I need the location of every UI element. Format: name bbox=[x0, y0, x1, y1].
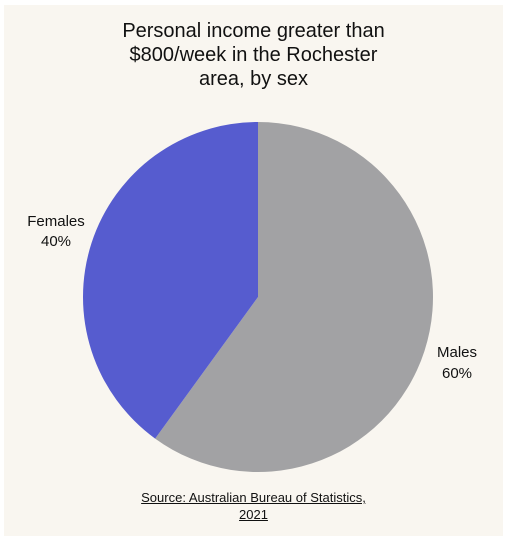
source-line-1: Source: Australian Bureau of Statistics, bbox=[141, 490, 366, 505]
slice-label-males-value: 60% bbox=[442, 365, 472, 382]
pie-chart: Females 40% Males 60% bbox=[27, 122, 477, 472]
chart-title-line-2: $800/week in the Rochester bbox=[129, 44, 378, 66]
pie-slices bbox=[82, 122, 433, 472]
slice-label-females-value: 40% bbox=[41, 233, 71, 250]
source-line-2: 2021 bbox=[239, 507, 268, 522]
chart-title-line-3: area, by sex bbox=[199, 68, 308, 90]
pie-slice-males bbox=[155, 122, 433, 472]
pie-slice-females bbox=[82, 122, 259, 439]
chart-frame: Personal income greater than $800/week i… bbox=[4, 5, 503, 536]
chart-title: Personal income greater than $800/week i… bbox=[4, 19, 503, 91]
source-note: Source: Australian Bureau of Statistics,… bbox=[4, 489, 503, 523]
chart-title-line-1: Personal income greater than bbox=[122, 20, 385, 42]
slice-label-females-name: Females bbox=[27, 213, 85, 230]
slice-label-males-name: Males bbox=[437, 344, 477, 361]
